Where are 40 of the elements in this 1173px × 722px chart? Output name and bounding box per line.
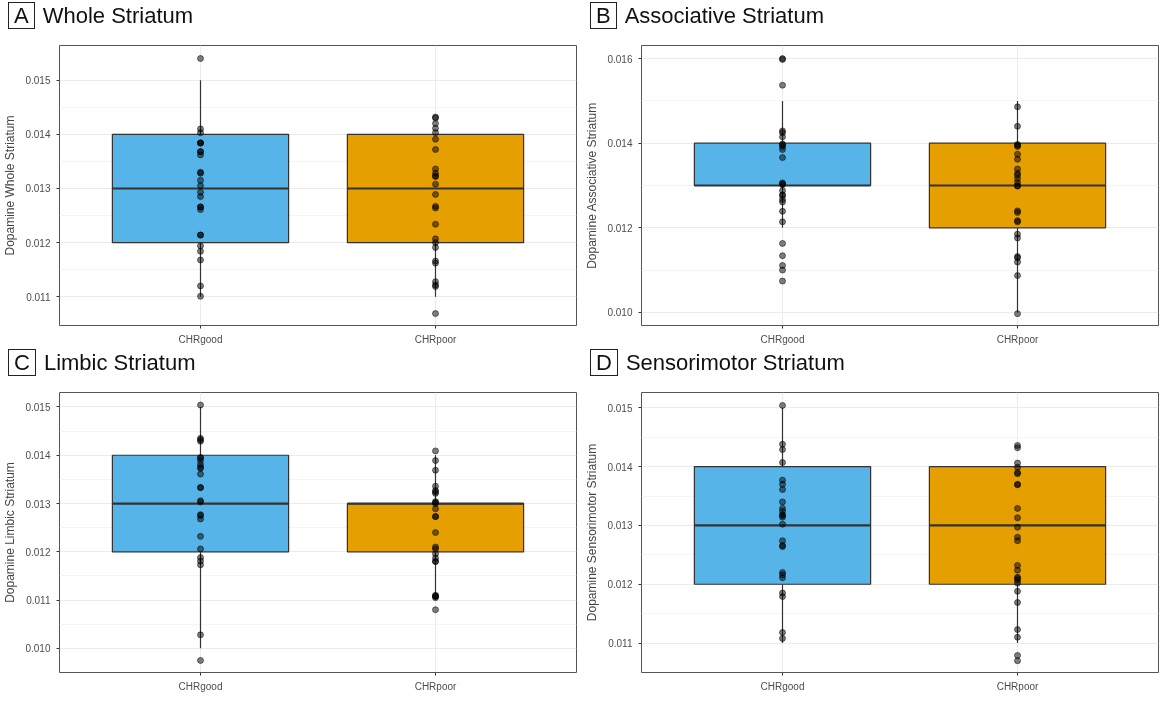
y-tick-label: 0.012 bbox=[607, 579, 633, 591]
text: D bbox=[590, 349, 618, 376]
x-tick-label: CHRpoor bbox=[996, 680, 1040, 692]
y-tick-label: 0.012 bbox=[25, 237, 51, 249]
y-tick-label: 0.010 bbox=[607, 307, 633, 319]
x-tick-label: CHRpoor bbox=[996, 333, 1040, 345]
y-axis-title: Dopamine Associative Striatum bbox=[585, 102, 600, 269]
y-tick-label: 0.015 bbox=[25, 401, 51, 413]
y-tick-label: 0.014 bbox=[25, 450, 51, 462]
y-tick-label: 0.014 bbox=[607, 461, 633, 473]
text: A bbox=[8, 2, 35, 29]
x-tick-label: CHRgood bbox=[760, 680, 805, 692]
y-tick-label: 0.014 bbox=[607, 138, 633, 150]
y-tick-label: 0.014 bbox=[25, 129, 51, 141]
chart-title: Whole Striatum bbox=[42, 3, 194, 28]
y-tick-label: 0.013 bbox=[607, 520, 633, 532]
y-tick-label: 0.015 bbox=[607, 402, 633, 414]
y-tick-label: 0.012 bbox=[607, 222, 633, 234]
y-tick-label: 0.013 bbox=[25, 183, 51, 195]
chart-title: Associative Striatum bbox=[624, 3, 824, 28]
text: C bbox=[8, 349, 36, 376]
y-tick-label: 0.011 bbox=[26, 595, 51, 607]
y-axis-title: Dopamine Whole Striatum bbox=[3, 115, 18, 256]
y-tick-label: 0.010 bbox=[25, 643, 51, 655]
y-tick-label: 0.015 bbox=[25, 75, 51, 87]
y-tick-label: 0.011 bbox=[26, 291, 51, 303]
y-axis-title: Dopamine Limbic Striatum bbox=[3, 462, 18, 603]
y-tick-label: 0.016 bbox=[607, 53, 633, 65]
x-tick-label: CHRpoor bbox=[414, 333, 458, 345]
y-tick-label: 0.011 bbox=[608, 638, 633, 650]
x-tick-label: CHRgood bbox=[760, 333, 805, 345]
x-tick-label: CHRgood bbox=[178, 680, 223, 692]
chart-title: Limbic Striatum bbox=[43, 350, 196, 375]
text: B bbox=[590, 2, 617, 29]
x-tick-label: CHRgood bbox=[178, 333, 223, 345]
y-tick-label: 0.013 bbox=[25, 498, 51, 510]
chart-title: Sensorimotor Striatum bbox=[625, 350, 845, 375]
x-tick-label: CHRpoor bbox=[414, 680, 458, 692]
y-tick-label: 0.012 bbox=[25, 546, 51, 558]
y-axis-title: Dopamine Sensorimotor Striatum bbox=[585, 443, 600, 622]
